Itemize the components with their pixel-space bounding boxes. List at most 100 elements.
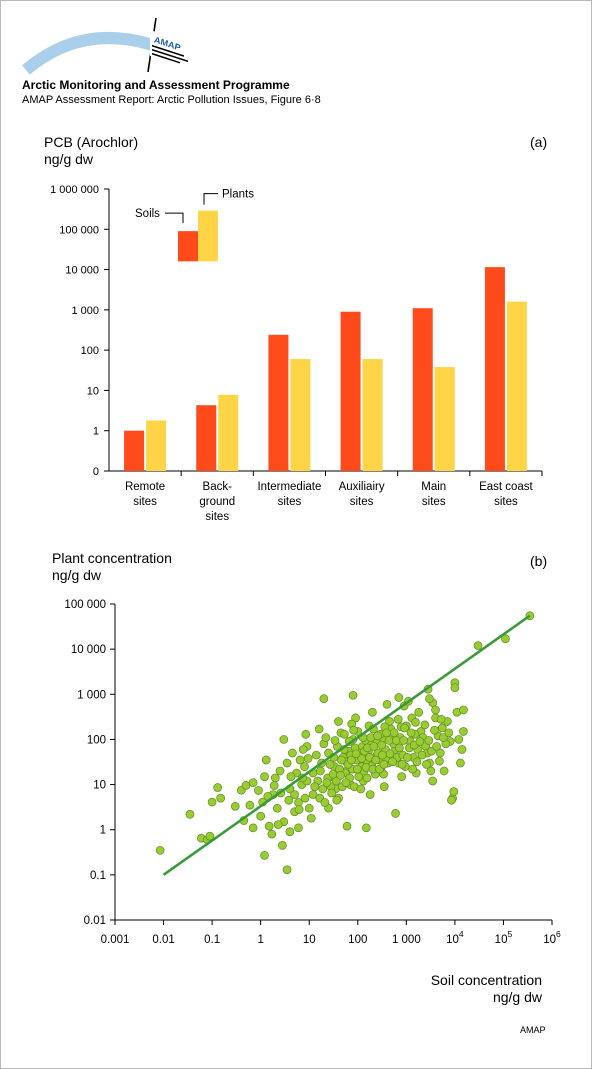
scatter-point <box>216 793 226 803</box>
scatter-point <box>278 841 287 850</box>
scatter-point <box>439 766 449 776</box>
chart-b-scatter-plot: 0.01 0.1 1 10 100 1 000 10 000 100 000 0.001 0.01… <box>64 599 561 946</box>
scatter-point <box>342 821 352 831</box>
bar-soils <box>340 311 361 471</box>
legend-leader-plants <box>203 193 218 205</box>
scatter-point <box>454 735 464 744</box>
bar-plants <box>218 394 239 471</box>
scatter-point <box>447 795 456 805</box>
scatter-point <box>395 743 404 753</box>
bar-soils <box>196 405 217 471</box>
scatter-point <box>336 771 345 780</box>
scatter-point <box>301 729 311 739</box>
org-title: Arctic Monitoring and Assessment Program… <box>22 78 290 92</box>
x-tick-label: 0.01 <box>152 934 174 946</box>
scatter-point <box>267 829 277 839</box>
scatter-point <box>439 733 448 742</box>
footer-credit: AMAP <box>520 1025 546 1035</box>
scatter-point <box>330 736 340 745</box>
scatter-point <box>318 784 328 794</box>
scatter-point <box>207 797 217 807</box>
scatter-point <box>426 766 436 776</box>
scatter-point <box>325 760 335 769</box>
scatter-point <box>288 748 297 758</box>
scatter-point <box>368 707 377 717</box>
scatter-point <box>432 742 441 751</box>
scatter-point <box>414 707 424 717</box>
y-tick-label: 100 000 <box>59 224 99 236</box>
scatter-point <box>248 823 258 833</box>
scatter-point <box>449 787 459 796</box>
y-tick-label: 1 <box>93 426 99 438</box>
scatter-point <box>412 757 422 767</box>
y-tick-label: 100 <box>87 734 106 746</box>
y-tick-label: 10 000 <box>65 265 99 277</box>
scatter-point <box>327 788 337 798</box>
scatter-point <box>273 820 283 829</box>
scatter-point <box>422 760 431 769</box>
legend-label-soils: Soils <box>135 208 160 220</box>
logo-flag-icon: AMAP <box>150 30 190 69</box>
y-tick-label: 0.01 <box>84 915 106 927</box>
scatter-point <box>353 764 362 774</box>
scatter-point <box>286 772 296 781</box>
scatter-point <box>341 778 351 788</box>
scatter-point <box>260 851 269 860</box>
scatter-point <box>205 831 215 841</box>
chart-b-xlabel-line1: Soil concentration <box>430 972 542 988</box>
x-tick-label: 1 <box>257 934 263 946</box>
y-tick-label: 100 <box>81 345 99 357</box>
scatter-point <box>473 641 483 650</box>
scatter-point <box>256 811 266 821</box>
bar-soils <box>268 334 289 471</box>
scatter-point <box>459 727 468 736</box>
y-tick-label: 0 <box>93 466 99 478</box>
scatter-point <box>298 745 308 754</box>
x-category-label: Auxiliairy <box>339 481 385 493</box>
scatter-point <box>294 823 303 833</box>
scatter-point <box>279 735 289 744</box>
scatter-point <box>420 720 430 730</box>
scatter-point <box>457 745 467 754</box>
legend-label-plants: Plants <box>222 189 254 201</box>
x-tick-label: 0.1 <box>204 934 220 946</box>
scatter-point <box>456 758 465 768</box>
chart-b-ylabel-line1: Plant concentration <box>52 550 172 566</box>
scatter-point <box>435 756 444 766</box>
scatter-point <box>369 742 379 751</box>
scatter-point <box>314 724 324 734</box>
scatter-point <box>284 795 294 805</box>
scatter-point <box>294 805 304 814</box>
x-tick-label: 106 <box>543 929 561 946</box>
x-tick-exponent: 5 <box>507 929 512 939</box>
scatter-point <box>275 766 285 776</box>
scatter-point <box>351 713 360 723</box>
scatter-point <box>349 725 358 735</box>
scatter-point <box>389 728 399 738</box>
scatter-point <box>377 750 387 760</box>
scatter-point <box>260 772 269 781</box>
legend-swatch-plants <box>198 210 218 262</box>
x-category-label: Back- <box>203 481 233 493</box>
scatter-point <box>417 750 427 760</box>
scatter-point <box>213 783 222 792</box>
bar-plants <box>506 301 527 471</box>
scatter-point <box>459 705 468 715</box>
figure-subtitle: AMAP Assessment Report: Arctic Pollution… <box>22 94 321 106</box>
scatter-point <box>351 749 361 759</box>
x-tick-label: 10 <box>303 934 316 946</box>
legend-swatch-soils <box>178 231 198 262</box>
scatter-point <box>340 729 349 739</box>
scatter-point <box>385 749 395 759</box>
chart-b-panel-letter: (b) <box>530 553 548 569</box>
scatter-point <box>501 634 510 644</box>
scatter-point <box>397 760 407 769</box>
chart-a-ylabel-line2: ng/g dw <box>44 151 94 167</box>
scatter-point <box>272 803 282 813</box>
bar-plants <box>362 359 383 471</box>
scatter-point <box>382 699 392 709</box>
x-category-label: Intermediate <box>257 481 321 493</box>
scatter-point <box>321 733 331 742</box>
x-category-label: ground <box>199 496 235 508</box>
y-tick-label: 1 000 000 <box>50 184 99 196</box>
